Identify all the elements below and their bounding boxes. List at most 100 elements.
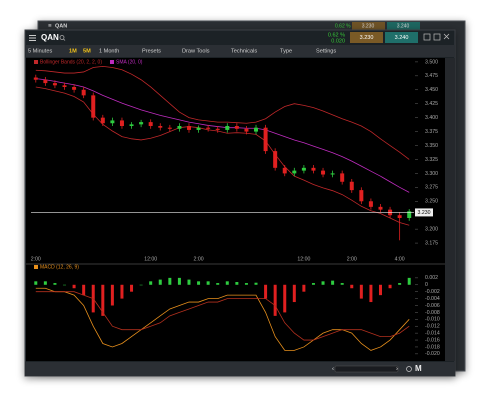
legend-label: Bollinger Bands (20, 2, 2, 0) <box>40 59 102 65</box>
header: QAN 0.62 % 0.020 3.230 3.240 <box>29 32 450 44</box>
plot: 3.500 3.475 3.450 3.425 3.400 3.375 3.350 3.325… <box>31 59 440 357</box>
y-tick-label: 3.400 <box>425 115 438 121</box>
y-tick-label: 3.250 <box>425 199 438 205</box>
candle-body <box>397 215 402 218</box>
macd-line <box>35 287 410 351</box>
symbol[interactable]: QAN <box>41 33 59 42</box>
histogram-bar <box>43 281 47 285</box>
histogram-bar <box>34 281 38 285</box>
y-tick-label: 3.450 <box>425 87 438 93</box>
presets[interactable]: Presets <box>142 48 161 54</box>
type[interactable]: Type <box>280 48 292 54</box>
range-5m[interactable]: 5M <box>83 48 91 54</box>
candle-body <box>52 83 57 86</box>
y-tick-label: 3.475 <box>425 73 438 79</box>
settings[interactable]: Settings <box>316 48 336 54</box>
scroll-left[interactable]: ‹ <box>332 367 334 373</box>
histogram-bar <box>130 284 134 292</box>
range[interactable]: 1 Month <box>99 48 119 54</box>
y-tick-label: -0.020 <box>425 351 440 357</box>
histogram-bar <box>177 277 181 285</box>
candle-body <box>215 128 220 130</box>
candle-body <box>196 127 201 130</box>
menu-icon <box>29 37 36 39</box>
menu-icon[interactable] <box>29 35 36 36</box>
legend-swatch <box>34 265 38 269</box>
histogram-bar <box>398 283 402 285</box>
histogram-bar <box>321 281 325 285</box>
scrollbar[interactable] <box>334 365 399 373</box>
range-1m[interactable]: 1M <box>69 48 77 54</box>
legend-label: SMA (20, 0) <box>116 59 143 65</box>
reset-icon[interactable] <box>406 366 412 372</box>
chart-area <box>26 58 445 361</box>
histogram-bar <box>216 283 220 285</box>
close-icon[interactable] <box>443 33 450 40</box>
interval[interactable]: 5 Minutes <box>28 48 52 54</box>
y-tick-label: -0.004 <box>425 296 440 302</box>
histogram-bar <box>197 281 201 285</box>
change: 0.020 <box>331 38 345 44</box>
candle-body <box>129 124 134 127</box>
y-tick-label: 3.375 <box>425 129 438 135</box>
histogram-bar <box>187 279 191 285</box>
histogram-bar <box>206 281 210 285</box>
candle-body <box>186 126 191 130</box>
histogram-bar <box>311 283 315 285</box>
candle-body <box>330 173 335 175</box>
legend-swatch <box>109 60 114 64</box>
histogram-bar <box>283 284 287 313</box>
candle-body <box>100 117 105 124</box>
candle-body <box>43 79 48 84</box>
back-bid-box <box>352 22 385 30</box>
search-icon[interactable] <box>59 35 65 40</box>
histogram-bar <box>302 284 306 292</box>
maximize-icon[interactable] <box>433 33 441 41</box>
x-tick-label: 2:00 <box>194 256 204 262</box>
legend-swatch <box>34 60 38 64</box>
histogram-bar <box>139 284 143 286</box>
toolbar-items: 5 Minutes 1M 5M 1 Month Presets Draw Too… <box>28 48 336 54</box>
candle-body <box>33 77 38 80</box>
indicator-line <box>35 86 410 226</box>
candle-body <box>225 126 230 130</box>
indicator-line <box>35 65 410 160</box>
scroll-right[interactable]: › <box>396 367 398 373</box>
y-tick-label: 3.300 <box>425 171 438 177</box>
indicator-line <box>35 78 410 193</box>
y-tick-label: -0.008 <box>425 310 440 316</box>
bid-box[interactable] <box>350 32 383 43</box>
candle-body <box>311 167 316 171</box>
candle-body <box>321 170 326 175</box>
mode[interactable]: M <box>415 364 422 373</box>
histogram-bar <box>244 283 248 285</box>
candle-body <box>349 181 354 191</box>
ask: 3.240 <box>395 35 409 41</box>
histogram-bar <box>273 284 277 316</box>
histogram-bar <box>63 284 67 286</box>
candle-body <box>139 122 144 125</box>
candle-body <box>359 190 364 202</box>
back-menu-icon: ≡ <box>48 24 52 30</box>
y-tick-label: 3.325 <box>425 157 438 163</box>
y-tick-label: 3.175 <box>425 240 438 246</box>
draw-tools[interactable]: Draw Tools <box>182 48 210 54</box>
x-tick-label: 4:00 <box>395 256 405 262</box>
histogram-bar <box>369 284 373 303</box>
histogram-bar <box>225 281 229 285</box>
candle-body <box>244 128 249 132</box>
back-symbol: QAN <box>55 23 67 29</box>
link-icon[interactable] <box>423 33 431 41</box>
histogram-bar <box>149 281 153 285</box>
menu-icon <box>29 40 36 41</box>
candle-body <box>110 120 115 124</box>
histogram-bar <box>264 284 268 299</box>
histogram-bar <box>53 283 57 285</box>
macd-line <box>35 291 410 341</box>
ask-box[interactable] <box>385 32 418 43</box>
y-tick-label: -0.002 <box>425 289 440 295</box>
candle-body <box>263 127 268 152</box>
candle-body <box>167 127 172 129</box>
technicals[interactable]: Technicals <box>231 48 257 54</box>
y-tick-label: 0.002 <box>425 275 438 281</box>
